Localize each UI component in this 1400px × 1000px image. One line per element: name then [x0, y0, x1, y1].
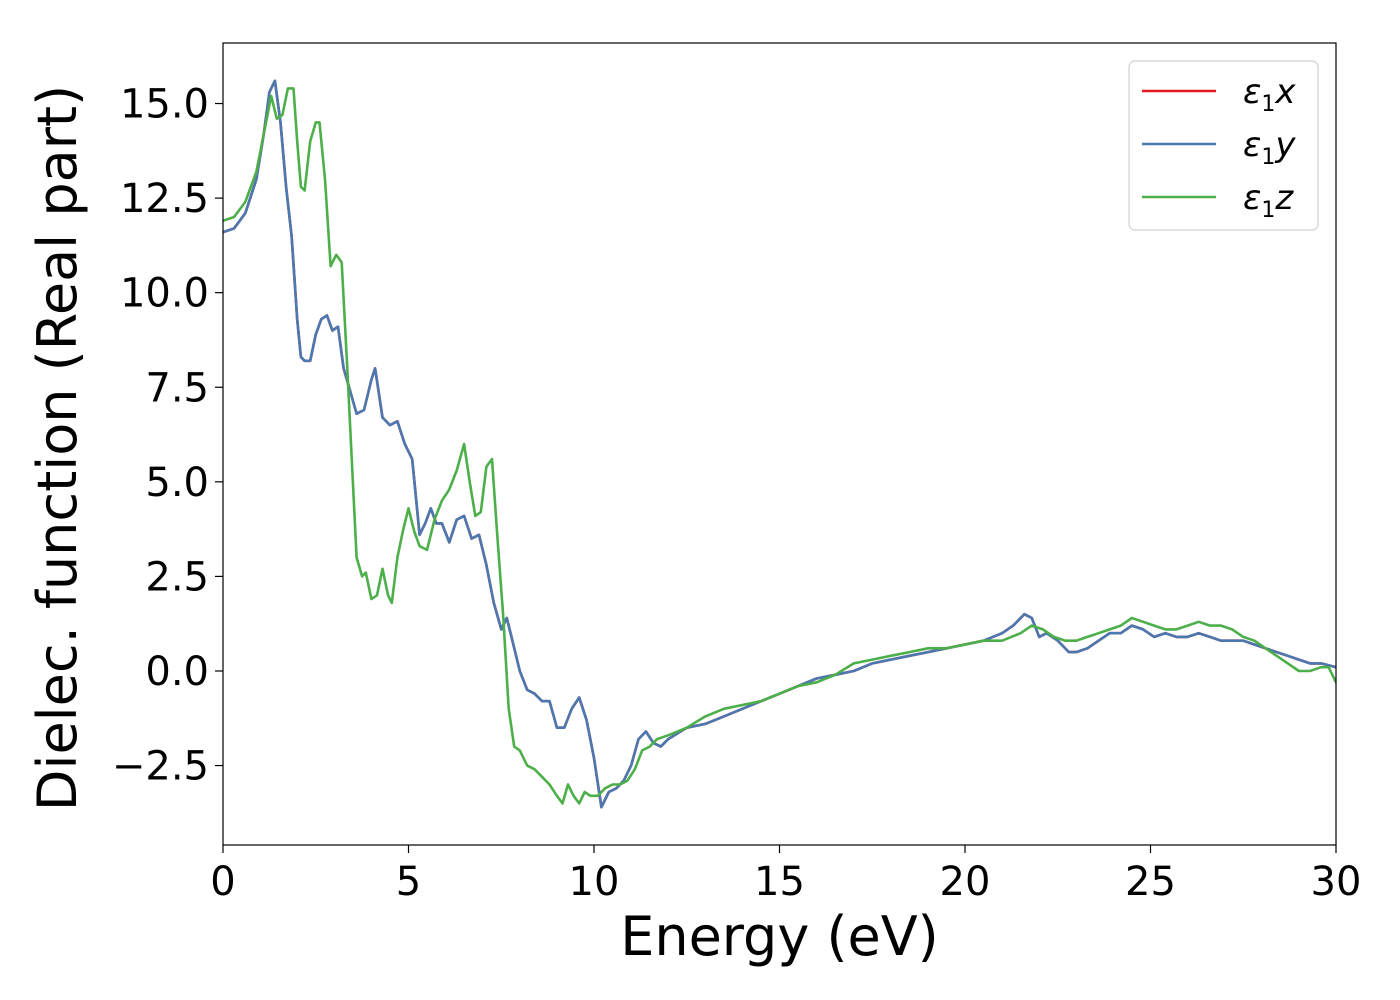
- y-tick-label: 0.0: [145, 649, 209, 695]
- y-tick-label: 10.0: [120, 271, 209, 317]
- legend-label: ε1z: [1243, 178, 1294, 223]
- series-layer: [223, 79, 1336, 809]
- legend: ε1x ε1y ε1z: [1128, 60, 1319, 231]
- y-tick-label: 12.5: [120, 176, 209, 222]
- legend-label: ε1x: [1243, 72, 1296, 117]
- x-tick-label: 25: [1125, 859, 1176, 905]
- y-axis-label: Dielec. function (Real part): [26, 85, 89, 811]
- x-tick-label: 10: [569, 859, 620, 905]
- y-axis: −2.5 0.0 2.5 5.0 7.5 10.0 12.5 15.0: [112, 82, 223, 790]
- x-tick-label: 5: [396, 859, 421, 905]
- y-tick-label: 2.5: [145, 554, 209, 600]
- x-tick-label: 0: [210, 859, 235, 905]
- x-tick-label: 15: [754, 859, 805, 905]
- series-line-3: [223, 87, 1336, 805]
- y-tick-label: 5.0: [145, 460, 209, 506]
- legend-label: ε1y: [1243, 125, 1296, 170]
- y-tick-label: 7.5: [145, 365, 209, 411]
- x-axis-label: Energy (eV): [620, 905, 939, 968]
- series-line-2: [223, 79, 1336, 809]
- x-axis: 0 5 10 15 20 25 30: [210, 845, 1361, 905]
- y-tick-label: 15.0: [120, 82, 209, 128]
- y-tick-label: −2.5: [112, 744, 209, 790]
- x-tick-label: 20: [940, 859, 991, 905]
- legend-box: [1128, 60, 1319, 231]
- x-tick-label: 30: [1311, 859, 1362, 905]
